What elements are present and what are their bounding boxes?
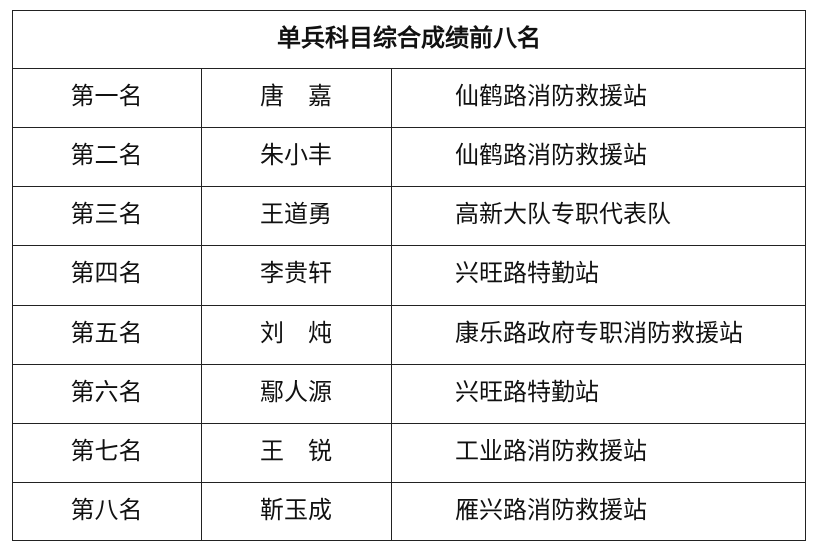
row-divider <box>12 363 806 365</box>
name-cell: 刘 炖 <box>260 320 332 347</box>
name-cell: 李贵轩 <box>260 261 332 288</box>
row-divider <box>12 422 806 424</box>
unit-cell: 雁兴路消防救援站 <box>455 497 647 524</box>
table-border <box>12 10 806 541</box>
rank-cell: 第八名 <box>70 497 143 524</box>
unit-cell: 仙鹤路消防救援站 <box>455 84 647 110</box>
name-cell: 王道勇 <box>260 202 332 229</box>
unit-cell: 工业路消防救援站 <box>455 438 647 465</box>
column-divider <box>201 68 202 541</box>
row-divider <box>12 127 806 129</box>
rank-cell: 第二名 <box>70 143 143 170</box>
rank-cell: 第一名 <box>70 84 143 110</box>
name-cell: 王 锐 <box>260 438 332 465</box>
name-cell: 靳玉成 <box>260 497 332 524</box>
name-cell: 唐 嘉 <box>260 84 332 110</box>
unit-cell: 高新大队专职代表队 <box>455 202 671 229</box>
name-cell: 朱小丰 <box>260 143 332 170</box>
column-divider <box>391 68 392 541</box>
table-title: 单兵科目综合成绩前八名 <box>277 26 541 52</box>
rank-cell: 第六名 <box>70 379 143 406</box>
rank-cell: 第七名 <box>70 438 143 465</box>
name-cell: 鄢人源 <box>260 379 332 406</box>
row-divider <box>12 481 806 483</box>
row-divider <box>12 68 806 69</box>
unit-cell: 兴旺路特勤站 <box>455 379 599 406</box>
unit-cell: 兴旺路特勤站 <box>455 261 599 288</box>
unit-cell: 康乐路政府专职消防救援站 <box>455 320 743 347</box>
unit-cell: 仙鹤路消防救援站 <box>455 143 647 170</box>
row-divider <box>12 186 806 188</box>
rank-cell: 第五名 <box>70 320 143 347</box>
rank-cell: 第三名 <box>70 202 143 229</box>
rank-cell: 第四名 <box>70 261 143 288</box>
row-divider <box>12 304 806 306</box>
row-divider <box>12 245 806 247</box>
